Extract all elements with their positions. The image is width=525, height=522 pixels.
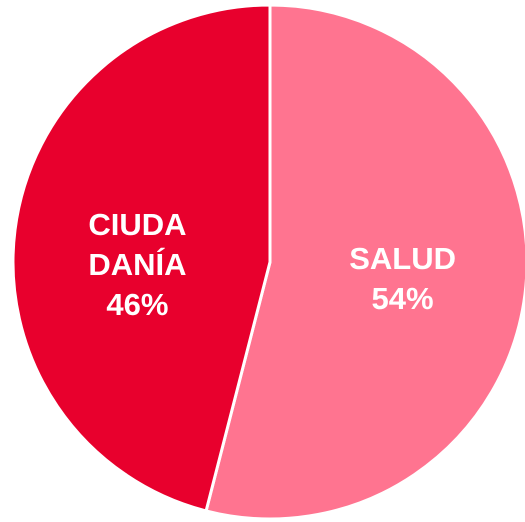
category-label: SALUD [349, 240, 456, 276]
category-label: CIUDADANÍA [88, 207, 187, 283]
value-label: 54% [371, 280, 434, 316]
value-label: 46% [106, 287, 169, 323]
slice-label: CIUDADANÍA 46% [82, 205, 192, 325]
slice-label: SALUD 54% [348, 239, 458, 319]
pie-slice [11, 3, 272, 513]
